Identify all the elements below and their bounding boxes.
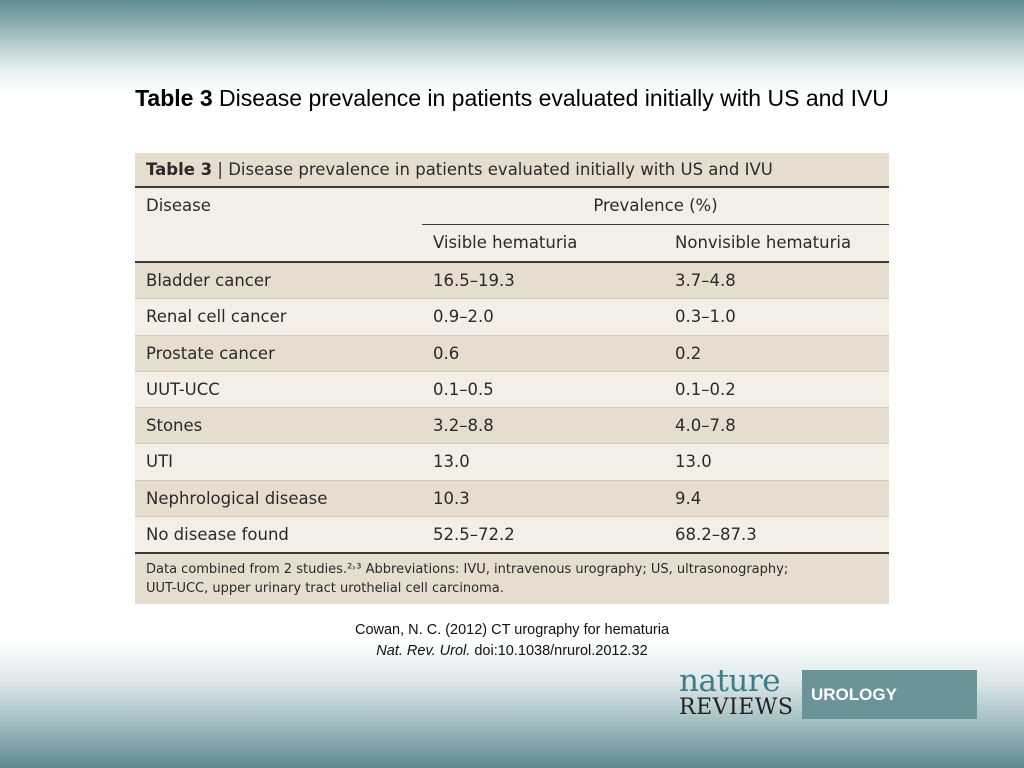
header-visible-hematuria: Visible hematuria xyxy=(433,233,578,252)
table-row: Bladder cancer 16.5–19.3 3.7–4.8 xyxy=(135,263,889,299)
citation-line-2: Nat. Rev. Urol. doi:10.1038/nrurol.2012.… xyxy=(0,641,1024,662)
logo-word-nature: nature xyxy=(679,663,781,699)
table-footnote: Data combined from 2 studies.²˒³ Abbrevi… xyxy=(135,554,889,604)
cell-visible: 0.1–0.5 xyxy=(433,379,494,399)
header-disease: Disease xyxy=(146,196,211,215)
nature-reviews-urology-logo: nature REVIEWS UROLOGY xyxy=(677,663,977,720)
citation: Cowan, N. C. (2012) CT urography for hem… xyxy=(0,620,1024,662)
table-row: UUT-UCC 0.1–0.5 0.1–0.2 xyxy=(135,370,889,407)
cell-nonvisible: 4.0–7.8 xyxy=(675,416,736,435)
cell-visible: 3.2–8.8 xyxy=(433,416,494,435)
table-header: Disease Prevalence (%) Visible hematuria… xyxy=(135,188,889,263)
cell-visible: 16.5–19.3 xyxy=(433,271,515,290)
citation-journal: Nat. Rev. Urol. xyxy=(376,643,471,659)
logo-word-reviews: REVIEWS xyxy=(679,695,794,720)
cell-disease: Stones xyxy=(146,416,203,435)
cell-disease: Prostate cancer xyxy=(146,343,275,363)
cell-disease: Nephrological disease xyxy=(146,488,328,508)
cell-disease: Bladder cancer xyxy=(146,271,271,290)
header-nonvisible-hematuria: Nonvisible hematuria xyxy=(675,233,852,252)
cell-nonvisible: 3.7–4.8 xyxy=(675,271,736,290)
cell-visible: 0.9–2.0 xyxy=(433,307,494,327)
citation-doi: doi:10.1038/nrurol.2012.32 xyxy=(470,643,648,659)
table-row: No disease found 52.5–72.2 68.2–87.3 xyxy=(135,515,889,552)
table-caption-text: | Disease prevalence in patients evaluat… xyxy=(212,160,773,179)
prevalence-table: Table 3 | Disease prevalence in patients… xyxy=(135,153,889,604)
cell-visible: 52.5–72.2 xyxy=(433,524,515,544)
logo-badge-urology: UROLOGY xyxy=(802,670,977,719)
table-row: Stones 3.2–8.8 4.0–7.8 xyxy=(135,407,889,444)
cell-nonvisible: 0.3–1.0 xyxy=(675,307,736,327)
slide-title-bold: Table 3 xyxy=(135,85,213,111)
footnote-line-1: Data combined from 2 studies.²˒³ Abbrevi… xyxy=(146,562,789,577)
cell-disease: UUT-UCC xyxy=(146,379,220,399)
table-row: UTI 13.0 13.0 xyxy=(135,443,889,480)
table-row: Renal cell cancer 0.9–2.0 0.3–1.0 xyxy=(135,298,889,335)
citation-line-1: Cowan, N. C. (2012) CT urography for hem… xyxy=(354,622,670,638)
cell-visible: 0.6 xyxy=(433,343,460,363)
cell-nonvisible: 0.2 xyxy=(675,343,702,363)
footnote-line-2: UUT-UCC, upper urinary tract urothelial … xyxy=(146,581,504,596)
cell-visible: 10.3 xyxy=(433,488,470,508)
slide-title-text: Disease prevalence in patients evaluated… xyxy=(212,85,889,111)
cell-disease: UTI xyxy=(146,452,174,472)
cell-nonvisible: 0.1–0.2 xyxy=(675,379,736,399)
table-row: Nephrological disease 10.3 9.4 xyxy=(135,479,889,516)
table-body: Bladder cancer 16.5–19.3 3.7–4.8 Renal cel… xyxy=(135,263,889,554)
cell-nonvisible: 9.4 xyxy=(675,488,702,508)
cell-visible: 13.0 xyxy=(433,452,470,472)
table-row: Prostate cancer 0.6 0.2 xyxy=(135,334,889,371)
slide-title: Table 3 Disease prevalence in patients e… xyxy=(0,85,1024,112)
cell-disease: Renal cell cancer xyxy=(146,307,287,327)
cell-disease: No disease found xyxy=(146,524,289,544)
cell-nonvisible: 13.0 xyxy=(675,452,712,472)
cell-nonvisible: 68.2–87.3 xyxy=(675,524,757,544)
table-caption: Table 3 | Disease prevalence in patients… xyxy=(135,153,889,188)
table-caption-label: Table 3 xyxy=(146,160,213,179)
header-prevalence: Prevalence (%) xyxy=(422,188,889,225)
